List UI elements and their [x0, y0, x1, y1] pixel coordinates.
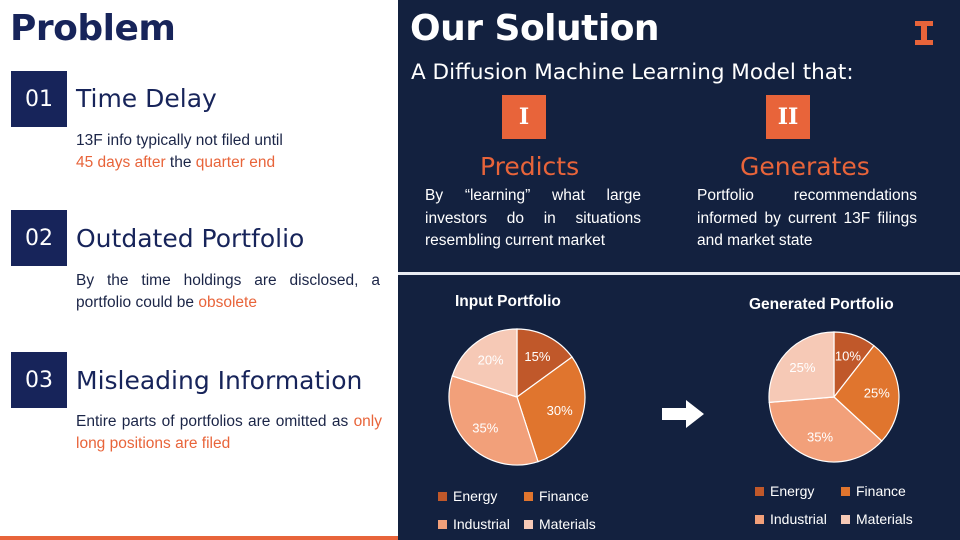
generated-portfolio-legend: Energy Finance Industrial Materials	[755, 481, 955, 531]
item-text-outdated-portfolio: By the time holdings are disclosed, a po…	[76, 272, 380, 311]
input-portfolio-legend: Energy Finance Industrial Materials	[438, 486, 648, 536]
legend-energy: Energy	[755, 483, 814, 499]
item-text-time-delay: 13F info typically not filed until 45 da…	[76, 132, 283, 171]
pie-label-materials: 20%	[478, 353, 504, 368]
solution-panel: Our Solution A Diffusion Machine Learnin…	[398, 0, 960, 540]
problem-title: Problem	[10, 8, 176, 49]
item-number-01: 01	[11, 71, 67, 127]
pie-label-industrial: 35%	[472, 421, 498, 436]
pie-slice-energy	[516, 328, 573, 399]
legend-industrial: Industrial	[438, 516, 510, 532]
pie-label-industrial: 35%	[807, 430, 833, 445]
card-head-generates: Generates	[740, 152, 870, 181]
bottom-accent-line	[0, 536, 400, 540]
item-number-02: 02	[11, 210, 67, 266]
pie-slice-industrial	[768, 396, 883, 463]
pie-slice-industrial	[448, 375, 539, 466]
pie-slice-finance	[516, 356, 586, 463]
roman-badge-1: I	[502, 95, 546, 139]
legend-finance: Finance	[841, 483, 906, 499]
chart-title-generated: Generated Portfolio	[749, 296, 894, 313]
problem-panel: Problem 01 Time Delay 13F info typically…	[0, 0, 400, 540]
pie-slice-materials	[768, 331, 835, 404]
item-title-time-delay: Time Delay	[76, 84, 217, 113]
pie-slice-materials	[451, 328, 518, 398]
pie-label-finance: 25%	[864, 385, 890, 400]
pie-label-materials: 25%	[789, 360, 815, 375]
pie-label-energy: 10%	[835, 348, 861, 363]
legend-energy: Energy	[438, 488, 497, 504]
legend-finance: Finance	[524, 488, 589, 504]
item-number-03: 03	[11, 352, 67, 408]
card-head-predicts: Predicts	[480, 152, 580, 181]
legend-materials: Materials	[841, 511, 913, 527]
item-title-misleading-information: Misleading Information	[76, 366, 363, 395]
item-title-outdated-portfolio: Outdated Portfolio	[76, 224, 305, 253]
section-divider	[398, 272, 960, 275]
card-text-generates: Portfolio recommendations informed by cu…	[697, 187, 917, 249]
legend-materials: Materials	[524, 516, 596, 532]
block-i-icon	[915, 21, 933, 45]
pie-slice-finance	[833, 344, 900, 442]
input-portfolio-pie: 15% 30% 35% 20%	[448, 328, 586, 466]
card-text-predicts: By “learning” what large investors do in…	[425, 187, 641, 249]
solution-title: Our Solution	[410, 8, 660, 49]
solution-subtitle: A Diffusion Machine Learning Model that:	[411, 60, 854, 85]
chart-title-input: Input Portfolio	[455, 293, 561, 310]
right-arrow-icon	[662, 400, 704, 428]
pie-label-finance: 30%	[547, 403, 573, 418]
generated-portfolio-pie: 10% 25% 35% 25%	[768, 331, 900, 463]
item-text-misleading-information: Entire parts of portfolios are omitted a…	[76, 413, 382, 452]
legend-industrial: Industrial	[755, 511, 827, 527]
roman-badge-2: II	[766, 95, 810, 139]
pie-label-energy: 15%	[524, 349, 550, 364]
